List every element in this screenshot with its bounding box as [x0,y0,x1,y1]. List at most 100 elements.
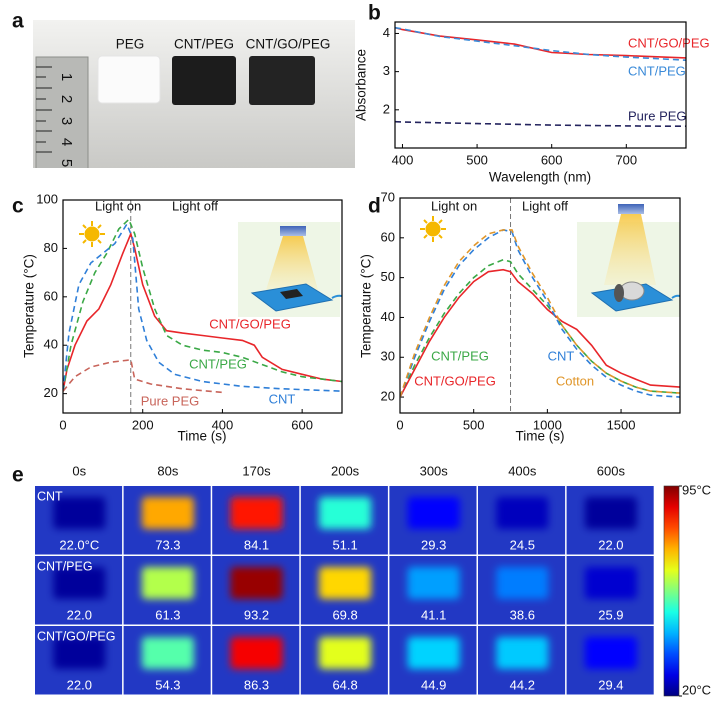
cell-value: 61.3 [155,607,180,622]
ruler-ticks [36,66,52,153]
x-tick-label: 600 [291,417,313,432]
hot-spot [141,567,194,599]
sun-icon [420,216,446,242]
row-label: CNT/GO/PEG [37,629,115,643]
series-label: CNT [269,391,296,406]
cell-value: 22.0 [598,537,623,552]
cnt-peg-sample [172,56,236,105]
x-axis-label: Wavelength (nm) [489,170,591,185]
series-label: CNT/GO/PEG [628,35,710,50]
x-axis-label: Time (s) [178,429,227,444]
hot-spot [584,637,637,669]
plot-frame [399,197,681,414]
cell-value: 38.6 [510,607,535,622]
series-label: CNT/PEG [189,356,247,371]
x-tick-label: 400 [212,417,234,432]
y-tick-label: 60 [44,288,58,303]
x-tick-label: 600 [541,152,563,167]
column-label: 0s [72,463,86,478]
y-tick-label: 4 [383,25,390,40]
row-label: CNT [37,489,63,503]
column-label: 600s [597,463,626,478]
column-label: 400s [508,463,537,478]
series-label: CNT/GO/PEG [209,316,291,331]
cell-value: 25.9 [598,607,623,622]
x-tick-label: 400 [392,152,414,167]
hot-spot [496,497,549,529]
y-tick-label: 20 [44,385,58,400]
series-line [63,218,342,392]
x-tick-label: 0 [59,417,66,432]
hot-spot [53,497,106,529]
series-label: CNT/PEG [628,63,686,78]
y-tick-label: 20 [381,389,395,404]
x-tick-label: 500 [463,417,485,432]
sample-label: CNT/PEG [174,37,234,52]
light-beam [266,236,318,290]
y-tick-label: 60 [381,229,395,244]
cnt-go-peg-sample [249,56,315,105]
x-tick-label: 500 [466,152,488,167]
series-label: Cotton [556,373,594,388]
hot-spot [141,497,194,529]
colorbar-label: 20°C [682,682,711,697]
sample-end [614,284,624,302]
hot-spot [319,637,372,669]
series-line [63,222,342,392]
series-label: CNT/PEG [431,348,489,363]
inset-illustration [577,204,681,317]
hot-spot [496,567,549,599]
hot-spot [496,637,549,669]
peg-sample [97,55,161,104]
hot-spot [230,567,283,599]
hot-spot [584,497,637,529]
lamp [618,204,644,214]
cable [331,294,343,299]
plot-frame [394,21,687,149]
sun-rays [79,221,105,247]
cell-value: 86.3 [244,677,269,692]
y-tick-label: 30 [381,349,395,364]
y-tick-label: 80 [44,240,58,255]
cell-value: 44.2 [510,677,535,692]
lamp [280,226,306,236]
cell-value: 84.1 [244,537,269,552]
cell-value: 22.0°C [59,537,99,552]
hot-spot [141,637,194,669]
inset-illustration [238,222,343,317]
panel-label: b [368,2,381,25]
cell-value: 29.3 [421,537,446,552]
series-line [400,229,680,398]
annotation: Light off [172,198,218,213]
series-label: CNT/GO/PEG [414,373,496,388]
cell-value: 64.8 [332,677,357,692]
cell-value: 41.1 [421,607,446,622]
cell-value: 24.5 [510,537,535,552]
ruler-number: 5 [58,159,75,167]
hot-spot [407,637,460,669]
cell-value: 93.2 [244,607,269,622]
column-label: 200s [331,463,360,478]
cell-value: 29.4 [598,677,623,692]
ruler-number: 4 [58,138,75,146]
column-label: 80s [157,463,178,478]
cell-value: 54.3 [155,677,180,692]
series-line [395,26,686,61]
cell-value: 44.9 [421,677,446,692]
sun-icon [79,221,105,247]
y-tick-label: 2 [383,101,390,116]
series-line [395,26,686,59]
x-axis-label: Time (s) [516,429,565,444]
hot-spot [407,497,460,529]
hot-spot [319,497,372,529]
series-line [400,229,680,398]
x-tick-label: 700 [615,152,637,167]
cell-value: 22.0 [67,607,92,622]
series-line [63,358,223,394]
annotation: Light on [431,198,477,213]
hot-spot [230,637,283,669]
annotation: Light on [95,198,141,213]
row-label: CNT/PEG [37,559,93,573]
sun [84,226,100,242]
